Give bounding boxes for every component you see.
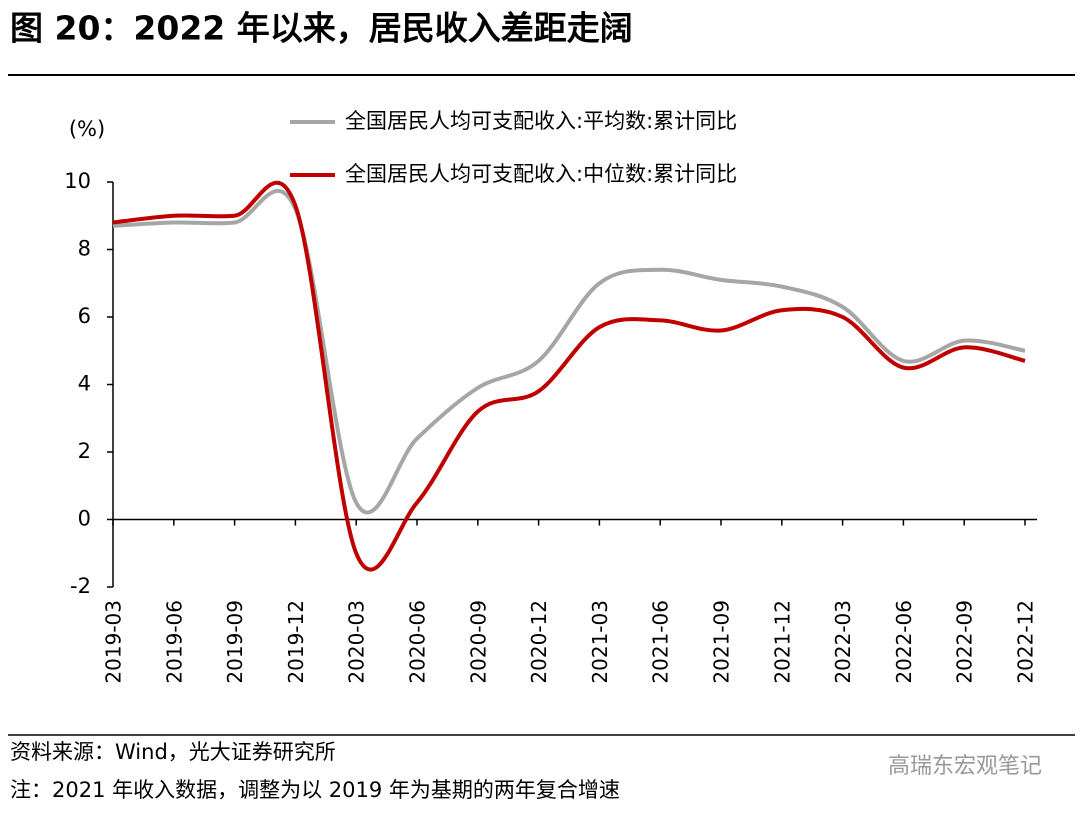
x-tick-label: 2020-09 [466,600,490,684]
x-tick-label: 2019-03 [102,600,126,684]
x-tick-label: 2021-09 [710,600,734,684]
watermark: 高瑞东宏观笔记 [888,754,1042,779]
line-series [112,189,1026,515]
x-tick-label: 2022-09 [953,600,977,684]
x-tick-label: 2021-03 [588,600,612,684]
y-tick-label: 0 [78,507,91,531]
x-tick-label: 2022-12 [1014,600,1038,684]
legend-label: 全国居民人均可支配收入:平均数:累计同比 [345,109,737,133]
y-tick-label: 4 [78,372,91,396]
x-tick-label: 2020-12 [527,600,551,684]
x-tick-label: 2019-09 [223,600,247,684]
y-tick-label: 2 [78,439,91,463]
y-tick-label: 6 [78,304,91,328]
y-unit: (%) [69,117,105,141]
note: 注：2021 年收入数据，调整为以 2019 年为基期的两年复合增速 [10,778,620,802]
source: 资料来源：Wind，光大证券研究所 [10,740,336,764]
x-tick-label: 2021-12 [770,600,794,684]
legend-label: 全国居民人均可支配收入:中位数:累计同比 [345,162,737,186]
x-tick-label: 2019-12 [284,600,308,684]
y-tick-label: 10 [64,169,91,193]
y-tick-label: -2 [70,574,91,598]
line-series [112,180,1026,572]
x-tick-label: 2020-06 [406,600,430,684]
x-tick-label: 2020-03 [345,600,369,684]
x-tick-label: 2021-06 [649,600,673,684]
y-tick-label: 8 [78,237,91,261]
x-tick-label: 2019-06 [162,600,186,684]
x-tick-label: 2022-03 [831,600,855,684]
x-tick-label: 2022-06 [892,600,916,684]
chart-title: 图 20：2022 年以来，居民收入差距走阔 [10,9,633,48]
